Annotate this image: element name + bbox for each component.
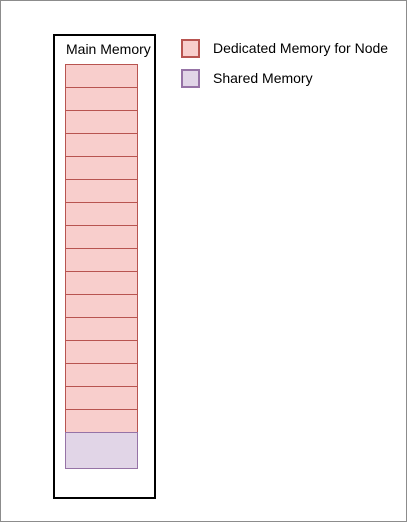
dedicated-memory-block: [65, 225, 138, 249]
shared-memory-block: [65, 432, 138, 469]
legend-label-shared: Shared Memory: [213, 70, 313, 86]
dedicated-memory-block: [65, 64, 138, 88]
dedicated-memory-block: [65, 294, 138, 318]
legend-label-dedicated: Dedicated Memory for Node: [213, 40, 389, 56]
dedicated-memory-block: [65, 317, 138, 341]
legend-swatch-shared: [181, 69, 200, 88]
dedicated-memory-block: [65, 248, 138, 272]
dedicated-memory-block: [65, 110, 138, 134]
dedicated-memory-block: [65, 87, 138, 111]
dedicated-memory-block: [65, 271, 138, 295]
dedicated-memory-block: [65, 156, 138, 180]
legend-swatch-dedicated: [181, 39, 200, 58]
main-memory-title: Main Memory: [66, 41, 151, 57]
dedicated-memory-block: [65, 363, 138, 387]
main-memory-box: [53, 34, 156, 499]
dedicated-memory-block: [65, 386, 138, 410]
dedicated-memory-block: [65, 340, 138, 364]
dedicated-memory-block: [65, 202, 138, 226]
dedicated-memory-block: [65, 179, 138, 203]
dedicated-memory-block: [65, 133, 138, 157]
dedicated-memory-block: [65, 409, 138, 433]
memory-block-stack: [65, 64, 138, 469]
